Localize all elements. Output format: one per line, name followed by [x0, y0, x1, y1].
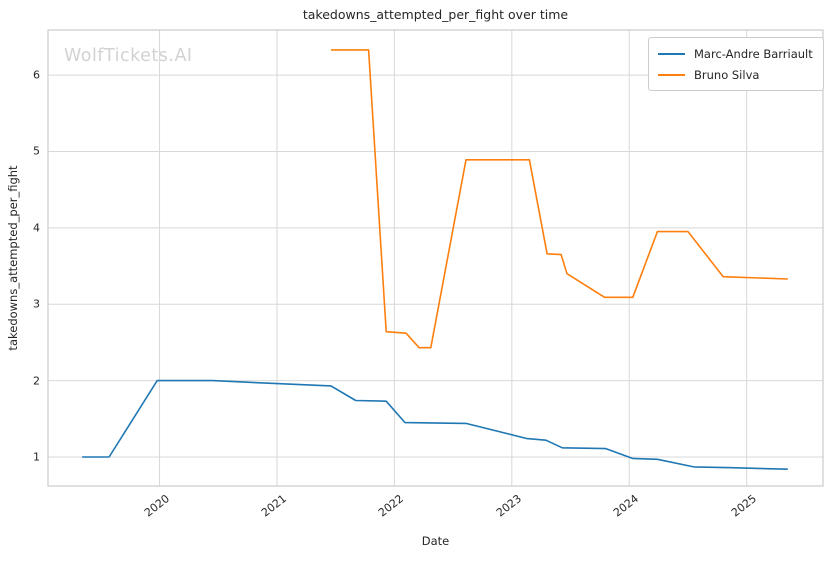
legend: Marc-Andre Barriault Bruno Silva [648, 37, 824, 91]
legend-line-swatch [658, 73, 685, 76]
x-axis-label: Date [421, 534, 450, 548]
series-line [82, 379, 788, 470]
series-line [331, 49, 788, 349]
y-tick-label: 1 [33, 450, 40, 464]
y-tick-label: 5 [33, 144, 40, 158]
chart-title: takedowns_attempted_per_fight over time [302, 7, 569, 22]
plot-border [47, 29, 824, 487]
watermark: WolfTickets.AI [64, 46, 193, 66]
legend-item: Bruno Silva [658, 64, 813, 85]
y-tick-label: 3 [33, 297, 40, 311]
legend-label: Marc-Andre Barriault [694, 46, 813, 61]
y-axis-label: takedowns_attempted_per_fight [6, 165, 20, 351]
legend-label: Bruno Silva [694, 67, 760, 82]
legend-line-swatch [658, 52, 685, 55]
y-tick-label: 4 [33, 221, 40, 235]
y-tick-label: 2 [33, 374, 40, 388]
legend-item: Marc-Andre Barriault [658, 43, 813, 64]
y-tick-label: 6 [33, 68, 40, 82]
